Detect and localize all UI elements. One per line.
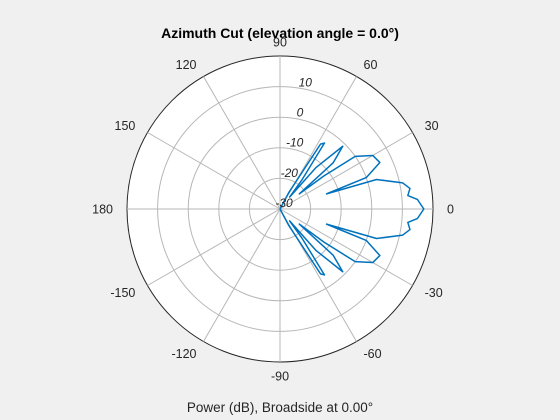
- angular-grid-line: [203, 208, 281, 342]
- angle-tick-label: -150: [110, 286, 135, 300]
- angle-tick-label: -30: [425, 286, 443, 300]
- angle-tick-label: 180: [92, 203, 113, 217]
- angle-tick-label: 60: [364, 58, 378, 72]
- angle-tick-label: -90: [271, 370, 289, 384]
- radial-tick-label: -20: [281, 166, 299, 180]
- chart-title: Azimuth Cut (elevation angle = 0.0°): [161, 25, 399, 41]
- angular-grid-line: [279, 132, 413, 210]
- angular-grid-line: [147, 132, 281, 210]
- radial-tick-label: 10: [299, 75, 313, 89]
- radial-tick-label: -30: [275, 196, 293, 210]
- angle-tick-labels: 90 60 30 0 -30 -60 -90 -120 -150 180 150 120: [92, 36, 454, 384]
- polar-axes: 10 0 -10 -20 -30 90 60 30 0 -30 -60 -90 -120 -150 180…: [92, 36, 454, 384]
- angle-tick-label: 150: [115, 119, 136, 133]
- angular-grid-line: [147, 208, 281, 286]
- x-axis-label: Power (dB), Broadside at 0.00°: [187, 400, 373, 415]
- angular-grid-line: [203, 76, 281, 210]
- radial-tick-labels: 10 0 -10 -20 -30: [275, 75, 312, 210]
- angular-grid-line: [279, 208, 413, 286]
- angle-tick-label: 120: [176, 58, 197, 72]
- angle-tick-label: 90: [273, 36, 287, 50]
- angle-tick-label: 0: [447, 203, 454, 217]
- pattern-series-line: [279, 142, 425, 276]
- radial-tick-label: -10: [286, 136, 304, 150]
- plot-area: [279, 142, 425, 276]
- angle-tick-label: -60: [364, 347, 382, 361]
- radial-tick-label: 0: [297, 106, 304, 120]
- angle-tick-label: -120: [171, 347, 196, 361]
- angle-tick-label: 30: [425, 119, 439, 133]
